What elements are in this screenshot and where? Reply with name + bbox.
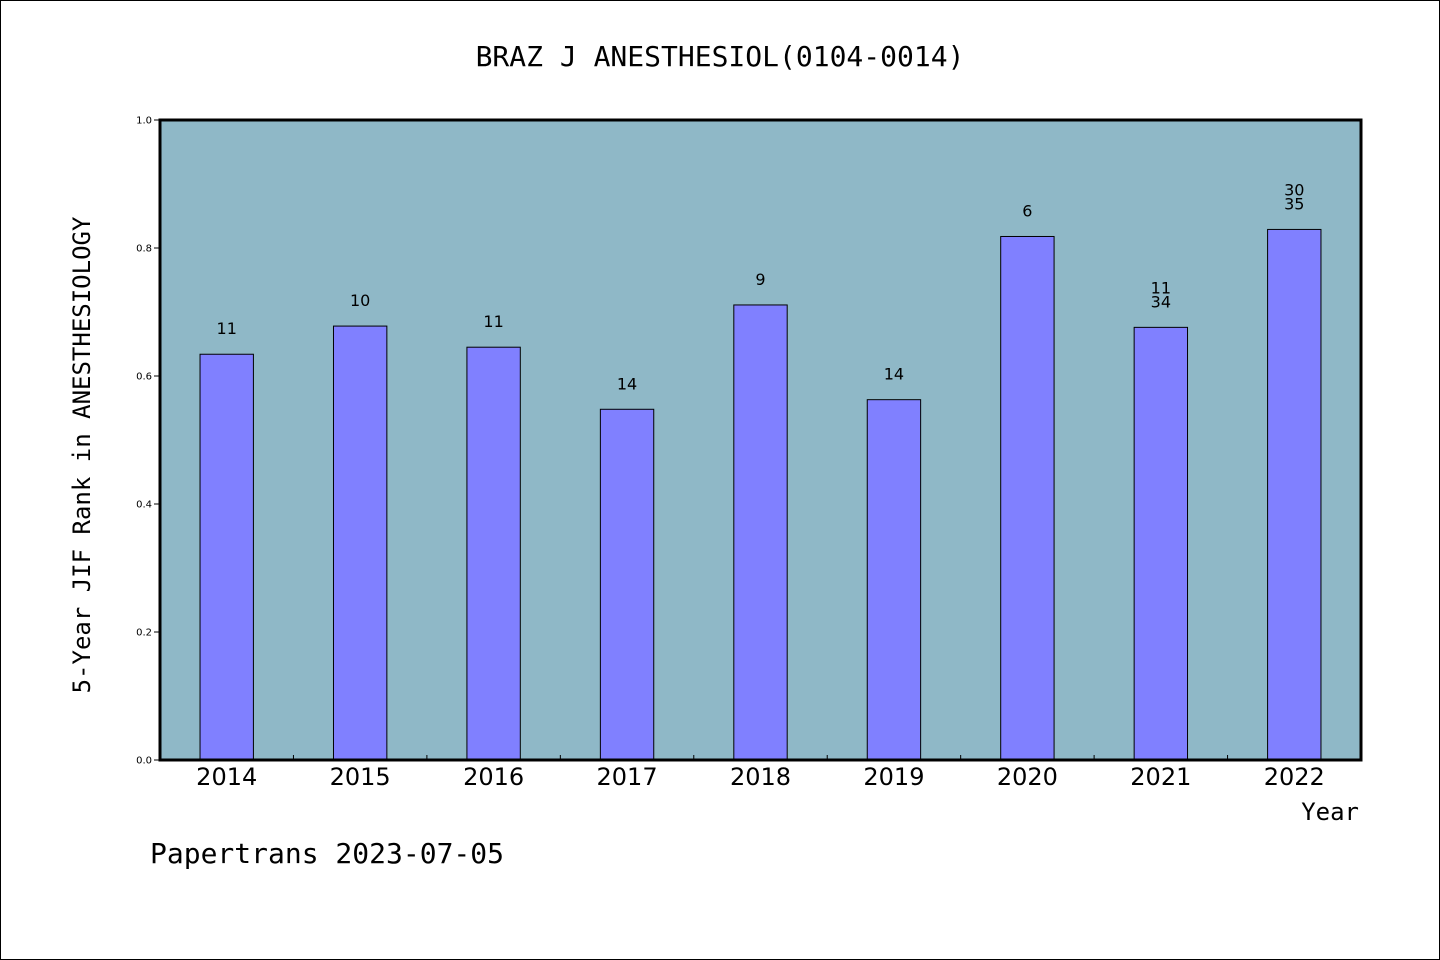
y-tick-label: 1.0 <box>136 116 152 127</box>
bar <box>733 304 788 761</box>
x-tick-label: 2017 <box>597 763 658 791</box>
data-label: 14 <box>884 365 904 384</box>
y-tick-label: 0.4 <box>136 500 152 511</box>
x-tick-label: 2022 <box>1264 763 1325 791</box>
data-label: 6 <box>1022 201 1032 220</box>
x-axis: 2014 2015 2016 2017 2018 2019 2020 2021 2022 <box>196 755 1325 791</box>
data-label: 35 <box>1284 194 1304 213</box>
y-tick-label: 0.2 <box>136 628 152 639</box>
data-label: 14 <box>617 374 637 393</box>
bar <box>1267 228 1322 761</box>
bar <box>866 399 922 761</box>
x-tick-label: 2014 <box>196 763 257 791</box>
data-label: 11 <box>483 312 503 331</box>
x-tick-label: 2015 <box>330 763 391 791</box>
y-axis-label: 5-Year JIF Rank in ANESTHESIOLOGY <box>68 216 96 693</box>
chart-title: BRAZ J ANESTHESIOL(0104-0014) <box>476 40 965 73</box>
x-tick-label: 2020 <box>997 763 1058 791</box>
bar <box>466 346 521 761</box>
y-tick-label: 0.8 <box>136 244 152 255</box>
plot-border <box>158 118 1363 762</box>
data-label: 10 <box>350 291 370 310</box>
data-label: 11 <box>1151 278 1171 297</box>
x-axis-label: Year <box>1301 798 1359 826</box>
data-label: 9 <box>755 270 765 289</box>
y-tick-label: 0.6 <box>136 372 152 383</box>
x-tick-label: 2016 <box>463 763 524 791</box>
x-tick-label: 2018 <box>730 763 791 791</box>
bar <box>1133 326 1189 761</box>
footer-credit: Papertrans 2023-07-05 <box>150 837 504 870</box>
bar <box>1000 235 1055 761</box>
data-label: 30 <box>1284 180 1304 199</box>
bar <box>599 408 655 761</box>
bar <box>199 353 254 761</box>
bar <box>332 325 388 761</box>
x-tick-label: 2019 <box>863 763 924 791</box>
data-label: 11 <box>217 319 237 338</box>
bar-series <box>199 228 1322 761</box>
x-tick-label: 2021 <box>1130 763 1191 791</box>
y-axis: 0.0 0.2 0.4 0.6 0.8 1.0 <box>136 116 160 767</box>
data-label: 34 <box>1151 292 1171 311</box>
y-tick-label: 0.0 <box>136 756 152 767</box>
